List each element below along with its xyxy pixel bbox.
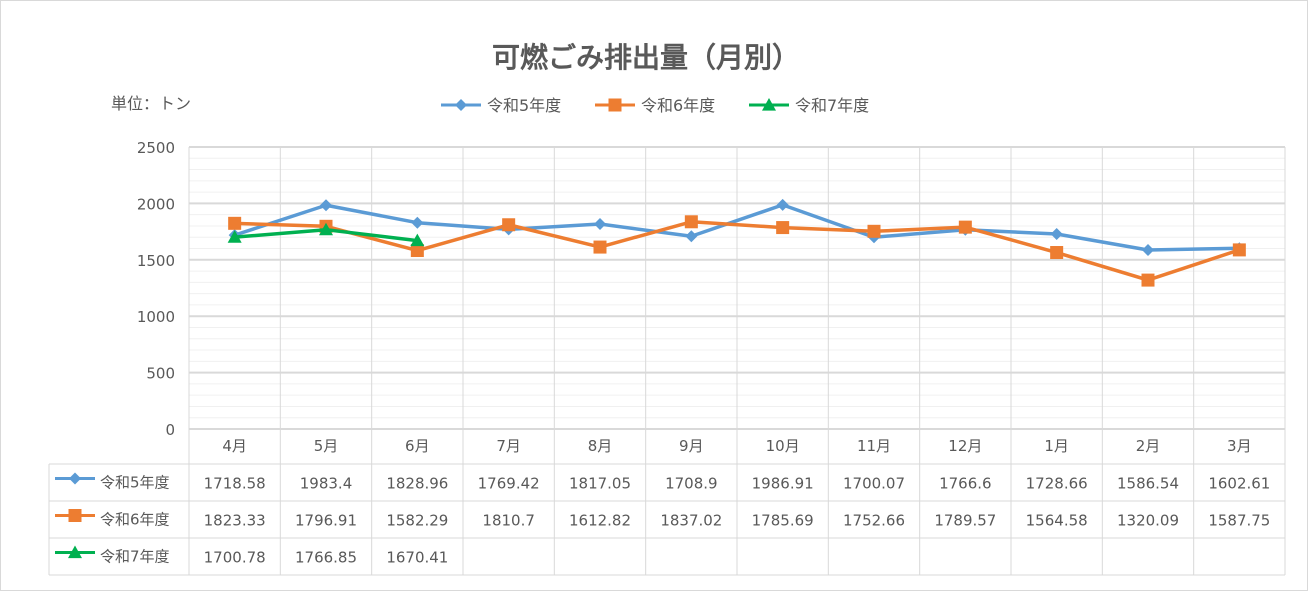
- table-cell-value: 1983.4: [300, 475, 353, 493]
- table-cell-value: 1586.54: [1117, 475, 1179, 493]
- table-legend-marker: [68, 509, 82, 522]
- series-2-point: [1232, 243, 1246, 257]
- table-legend-marker: [69, 472, 81, 485]
- series-2-point: [1050, 246, 1064, 260]
- y-tick-label: 1500: [137, 252, 175, 270]
- x-tick-label: 2月: [1136, 437, 1161, 455]
- table-cell-value: 1785.69: [752, 512, 814, 530]
- y-tick-label: 500: [146, 365, 175, 383]
- table-cell-value: 1564.58: [1026, 512, 1088, 530]
- legend-label: 令和6年度: [641, 96, 715, 115]
- x-tick-label: 11月: [857, 437, 891, 455]
- table-cell-value: 1718.58: [204, 475, 266, 493]
- series-2-point: [684, 215, 698, 229]
- series-2-point: [958, 220, 972, 234]
- y-tick-label: 2500: [137, 139, 175, 157]
- series-1-point: [1050, 228, 1063, 241]
- series-2-point: [502, 218, 516, 232]
- series-2-point: [1141, 273, 1155, 287]
- axes: 0 500 1000 1500 2000 2500 4月 5月 6月 7月 8月 9月 10月 11月 12…: [137, 139, 1252, 455]
- table-cell-value: 1789.57: [934, 512, 996, 530]
- series-2-point: [228, 216, 242, 230]
- table-series-name: 令和7年度: [100, 548, 170, 566]
- data-table: 令和5年度 1718.58 1983.4 1828.96 1769.42 1817.05 1…: [48, 429, 1286, 576]
- series-2-point: [410, 244, 424, 258]
- table-cell-value: 1320.09: [1117, 512, 1179, 530]
- series-2-point: [776, 221, 790, 235]
- series-line-1: [234, 203, 1240, 252]
- series-lines: [227, 198, 1246, 287]
- x-tick-label: 3月: [1227, 437, 1252, 455]
- table-cell-value: 1796.91: [295, 512, 357, 530]
- series-1-point: [1142, 244, 1154, 257]
- table-cell-value: 1766.85: [295, 549, 357, 567]
- chart-title: 可燃ごみ排出量（月別）: [492, 41, 800, 74]
- table-cell-value: 1752.66: [843, 512, 905, 530]
- table-series-name: 令和5年度: [100, 474, 170, 492]
- x-tick-label: 4月: [222, 437, 247, 455]
- table-cell-value: 1582.29: [386, 512, 448, 530]
- y-tick-label: 2000: [137, 195, 175, 213]
- gridlines: [188, 146, 1286, 430]
- table-cell-value: 1708.9: [665, 475, 718, 493]
- legend-marker: [455, 99, 467, 111]
- table-series-name: 令和6年度: [100, 511, 170, 529]
- series-1-point: [411, 216, 424, 229]
- legend: 令和5年度 令和6年度 令和7年度: [441, 96, 869, 115]
- table-cell-value: 1769.42: [478, 475, 540, 493]
- x-tick-label: 1月: [1044, 437, 1069, 455]
- series-1-point: [320, 199, 332, 212]
- table-cell-value: 1700.78: [204, 549, 266, 567]
- series-2-point: [867, 224, 881, 238]
- series-3-point: [319, 222, 333, 236]
- table-cell-value: 1766.6: [939, 475, 992, 493]
- table-cell-value: 1602.61: [1208, 475, 1270, 493]
- series-1-point: [594, 218, 606, 231]
- table-cell-value: 1823.33: [204, 512, 266, 530]
- y-tick-label: 1000: [137, 308, 175, 326]
- table-legend-marker: [68, 545, 82, 559]
- x-tick-label: 8月: [588, 437, 613, 455]
- table-cell-value: 1700.07: [843, 475, 905, 493]
- x-tick-label: 12月: [948, 437, 982, 455]
- table-cell-value: 1986.91: [752, 475, 814, 493]
- legend-label: 令和5年度: [487, 96, 561, 115]
- x-tick-label: 6月: [405, 437, 430, 455]
- table-cell-value: 1810.7: [482, 512, 535, 530]
- unit-label: 単位：トン: [111, 94, 191, 113]
- series-line-2: [234, 220, 1240, 282]
- table-cell-value: 1612.82: [569, 512, 631, 530]
- series-2-point: [593, 240, 607, 254]
- series-3-point: [410, 233, 425, 247]
- y-tick-label: 0: [165, 421, 175, 439]
- table-cell-value: 1728.66: [1026, 475, 1088, 493]
- legend-label: 令和7年度: [795, 96, 869, 115]
- table-cell-value: 1587.75: [1208, 512, 1270, 530]
- x-tick-label: 5月: [314, 437, 339, 455]
- table-cell-value: 1670.41: [386, 549, 448, 567]
- x-tick-label: 9月: [679, 437, 704, 455]
- series-1-point: [685, 230, 698, 243]
- table-cell-value: 1837.02: [660, 512, 722, 530]
- series-1-point: [776, 198, 789, 211]
- x-tick-label: 10月: [766, 437, 800, 455]
- legend-marker: [608, 98, 622, 112]
- series-3-point: [227, 230, 242, 243]
- table-cell-value: 1828.96: [386, 475, 448, 493]
- table-cell-value: 1817.05: [569, 475, 631, 493]
- x-tick-label: 7月: [496, 437, 521, 455]
- legend-marker: [762, 98, 776, 111]
